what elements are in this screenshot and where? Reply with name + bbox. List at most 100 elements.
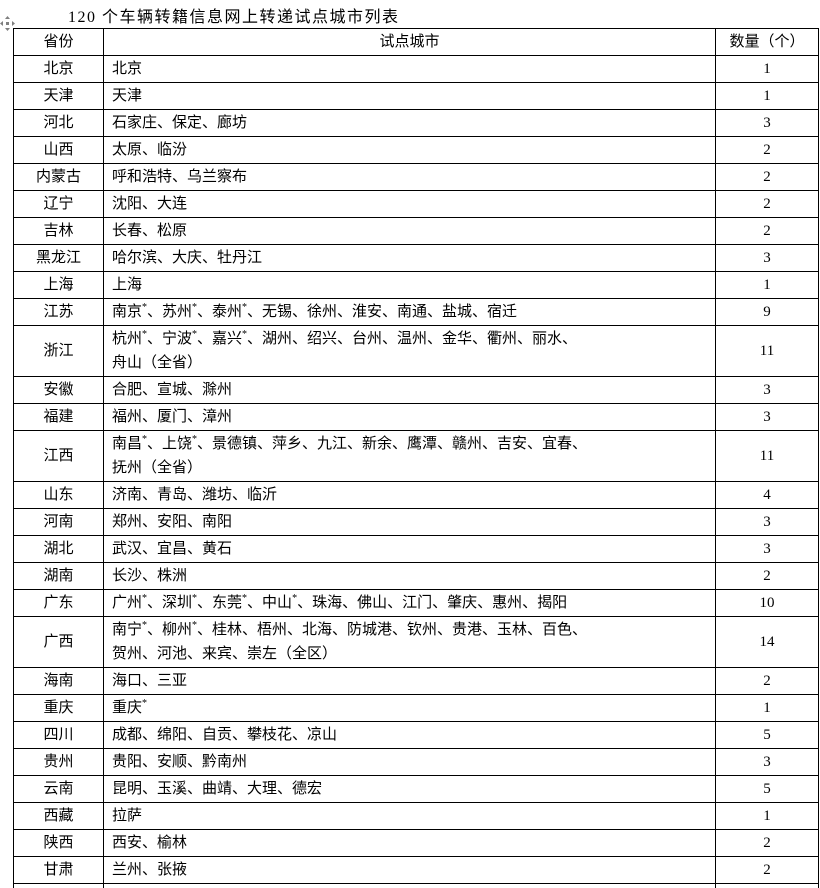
cell-cities: 海口、三亚	[104, 668, 716, 695]
cell-cities: 重庆*	[104, 695, 716, 722]
cell-count: 2	[716, 164, 819, 191]
asterisk-marker: *	[192, 593, 197, 604]
table-row: 江西南昌*、上饶*、景德镇、萍乡、九江、新余、鹰潭、赣州、吉安、宜春、抚州（全省…	[14, 431, 819, 482]
cell-cities: 南昌*、上饶*、景德镇、萍乡、九江、新余、鹰潭、赣州、吉安、宜春、抚州（全省）	[104, 431, 716, 482]
cell-province: 上海	[14, 272, 104, 299]
asterisk-marker: *	[292, 593, 297, 604]
cell-cities: 贵阳、安顺、黔南州	[104, 749, 716, 776]
cell-cities: 北京	[104, 56, 716, 83]
cell-count: 3	[716, 509, 819, 536]
cell-province: 内蒙古	[14, 164, 104, 191]
cell-province: 辽宁	[14, 191, 104, 218]
cell-cities: 合肥、宣城、滁州	[104, 377, 716, 404]
cell-count: 5	[716, 776, 819, 803]
cell-count: 11	[716, 431, 819, 482]
cell-count: 3	[716, 110, 819, 137]
cell-cities: 石家庄、保定、廊坊	[104, 110, 716, 137]
asterisk-marker: *	[242, 302, 247, 313]
cell-cities: 兰州、张掖	[104, 857, 716, 884]
cell-cities: 武汉、宜昌、黄石	[104, 536, 716, 563]
cell-cities: 沈阳、大连	[104, 191, 716, 218]
cell-count: 14	[716, 617, 819, 668]
cell-count: 2	[716, 668, 819, 695]
cell-province: 福建	[14, 404, 104, 431]
cell-province: 海南	[14, 668, 104, 695]
cell-count: 1	[716, 272, 819, 299]
cell-count: 2	[716, 218, 819, 245]
header-cities: 试点城市	[104, 29, 716, 56]
asterisk-marker: *	[142, 620, 147, 631]
cell-cities: 南京*、苏州*、泰州*、无锡、徐州、淮安、南通、盐城、宿迁	[104, 299, 716, 326]
cell-province: 湖南	[14, 563, 104, 590]
cell-count: 4	[716, 482, 819, 509]
cell-count: 1	[716, 83, 819, 110]
cell-province: 河南	[14, 509, 104, 536]
cell-province: 陕西	[14, 830, 104, 857]
asterisk-marker: *	[192, 302, 197, 313]
cell-province: 湖北	[14, 536, 104, 563]
cell-cities: 哈尔滨、大庆、牡丹江	[104, 245, 716, 272]
cell-province: 四川	[14, 722, 104, 749]
document-page: { "page": { "title": "120 个车辆转籍信息网上转递试点城…	[0, 0, 820, 850]
cell-province: 重庆	[14, 695, 104, 722]
asterisk-marker: *	[192, 620, 197, 631]
cell-count: 2	[716, 830, 819, 857]
asterisk-marker: *	[242, 593, 247, 604]
asterisk-marker: *	[142, 329, 147, 340]
cell-province: 浙江	[14, 326, 104, 377]
table-row: 浙江杭州*、宁波*、嘉兴*、湖州、绍兴、台州、温州、金华、衢州、丽水、舟山（全省…	[14, 326, 819, 377]
clipped-cell	[104, 884, 716, 888]
cell-count: 11	[716, 326, 819, 377]
cell-province: 甘肃	[14, 857, 104, 884]
cell-count: 1	[716, 803, 819, 830]
cell-count: 2	[716, 191, 819, 218]
cell-count: 3	[716, 245, 819, 272]
cell-cities: 南宁*、柳州*、桂林、梧州、北海、防城港、钦州、贵港、玉林、百色、贺州、河池、来…	[104, 617, 716, 668]
table-row: 广西南宁*、柳州*、桂林、梧州、北海、防城港、钦州、贵港、玉林、百色、贺州、河池…	[14, 617, 819, 668]
cell-cities: 杭州*、宁波*、嘉兴*、湖州、绍兴、台州、温州、金华、衢州、丽水、舟山（全省）	[104, 326, 716, 377]
cell-province: 黑龙江	[14, 245, 104, 272]
cell-cities: 福州、厦门、漳州	[104, 404, 716, 431]
cell-count: 2	[716, 137, 819, 164]
clipped-next-row	[14, 884, 819, 888]
asterisk-marker: *	[242, 329, 247, 340]
cell-count: 3	[716, 404, 819, 431]
asterisk-marker: *	[142, 593, 147, 604]
cell-count: 1	[716, 695, 819, 722]
cell-province: 吉林	[14, 218, 104, 245]
asterisk-marker: *	[192, 329, 197, 340]
cell-count: 3	[716, 377, 819, 404]
cell-province: 江西	[14, 431, 104, 482]
cell-cities: 长春、松原	[104, 218, 716, 245]
cell-province: 贵州	[14, 749, 104, 776]
cell-cities: 太原、临汾	[104, 137, 716, 164]
asterisk-marker: *	[142, 302, 147, 313]
cell-province: 西藏	[14, 803, 104, 830]
asterisk-marker: *	[142, 698, 147, 709]
cell-cities: 天津	[104, 83, 716, 110]
cell-cities: 呼和浩特、乌兰察布	[104, 164, 716, 191]
cell-count: 10	[716, 590, 819, 617]
cell-province: 天津	[14, 83, 104, 110]
cell-count: 1	[716, 56, 819, 83]
cell-count: 2	[716, 563, 819, 590]
